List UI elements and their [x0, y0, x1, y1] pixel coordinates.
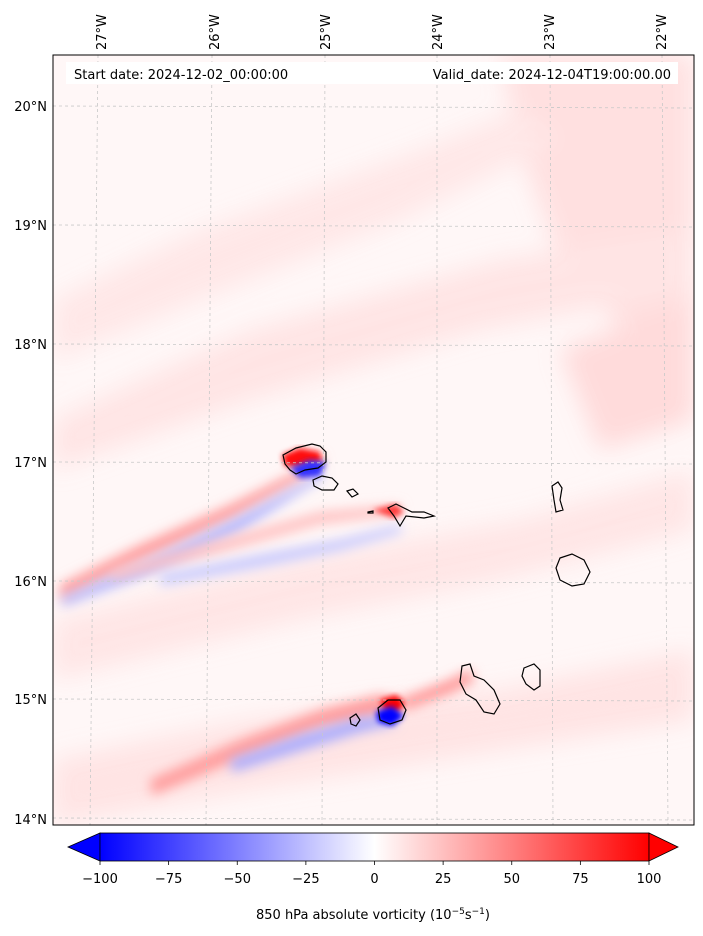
vorticity-field [53, 55, 694, 825]
grid-lat-15 [52, 698, 695, 702]
colorbar-tick-label: 50 [503, 872, 520, 887]
lon-tick-27w: 27°W [95, 14, 110, 50]
island-santo-antao [282, 443, 327, 475]
lat-tick-19n: 19°N [14, 219, 47, 234]
colorbar-label-end: ) [485, 908, 490, 923]
grid-lon-27 [89, 54, 99, 826]
colorbar-extend-min [67, 832, 101, 862]
vorticity-streak-middle [110, 504, 404, 585]
grid-lon-25 [321, 54, 326, 826]
lon-tick-26w: 26°W [208, 14, 223, 50]
islet-small [367, 510, 374, 514]
coastlines [282, 443, 591, 727]
island-boa-vista [555, 553, 591, 587]
colorbar-tick-label: −100 [82, 872, 118, 887]
lat-tick-20n: 20°N [14, 100, 47, 115]
colorbar: −100 −75 −50 −25 0 25 50 75 100 850 hPa absolute… [67, 832, 679, 923]
lon-tick-22w: 22°W [655, 14, 670, 50]
weak-positive-bands [53, 55, 694, 825]
grid-lon-23 [549, 54, 554, 826]
start-date-text: Start date: 2024-12-02_00:00:00 [74, 68, 288, 83]
lat-tick-17n: 17°N [14, 456, 47, 471]
colorbar-extend-max [648, 832, 679, 862]
colorbar-tick-label: −50 [224, 872, 251, 887]
grid-lat-14 [52, 817, 695, 821]
lat-tick-15n: 15°N [14, 693, 47, 708]
gridlines [52, 54, 695, 826]
lon-tick-25w: 25°W [319, 14, 334, 50]
island-sal [551, 481, 564, 513]
longitude-tick-labels: 27°W 26°W 25°W 24°W 23°W 22°W [95, 14, 670, 50]
colorbar-tick-label: 25 [435, 872, 452, 887]
valid-date-text: Valid_date: 2024-12-04T19:00:00.00 [433, 68, 671, 83]
colorbar-label-main: 850 hPa absolute vorticity (10 [256, 908, 452, 923]
lat-tick-16n: 16°N [14, 575, 47, 590]
grid-lon-26 [205, 54, 213, 826]
colorbar-tick-label: −25 [292, 872, 319, 887]
island-maio [521, 663, 541, 691]
grid-lat-20 [52, 105, 695, 109]
lon-tick-23w: 23°W [543, 14, 558, 50]
colorbar-label-exp2: −1 [472, 907, 485, 917]
island-santa-luzia [345, 488, 360, 498]
colorbar-tick-label: 0 [370, 872, 378, 887]
island-fogo [377, 699, 407, 725]
grid-lat-17 [52, 461, 695, 465]
latitude-tick-labels: 20°N 19°N 18°N 17°N 16°N 15°N 14°N [14, 100, 47, 828]
colorbar-ticks: −100 −75 −50 −25 0 25 50 75 100 [82, 861, 661, 887]
colorbar-label: 850 hPa absolute vorticity (10−5s−1) [256, 907, 490, 923]
colorbar-body [99, 832, 650, 862]
island-santiago [459, 663, 501, 715]
lon-tick-24w: 24°W [431, 14, 446, 50]
lat-tick-18n: 18°N [14, 338, 47, 353]
island-brava [349, 713, 361, 727]
header-bar [66, 62, 678, 84]
grid-lat-18 [52, 343, 695, 347]
lat-tick-14n: 14°N [14, 813, 47, 828]
grid-lat-16 [52, 580, 695, 584]
colorbar-label-mid: s [465, 908, 472, 923]
grid-lon-22 [661, 54, 669, 826]
colorbar-tick-label: −75 [155, 872, 182, 887]
island-sao-vicente [312, 475, 339, 491]
grid-lat-19 [52, 224, 695, 228]
colorbar-tick-label: 100 [637, 872, 662, 887]
island-sao-nicolau [387, 503, 437, 528]
colorbar-tick-label: 75 [572, 872, 589, 887]
colorbar-label-exp1: −5 [452, 907, 465, 917]
plot-frame [52, 54, 695, 826]
